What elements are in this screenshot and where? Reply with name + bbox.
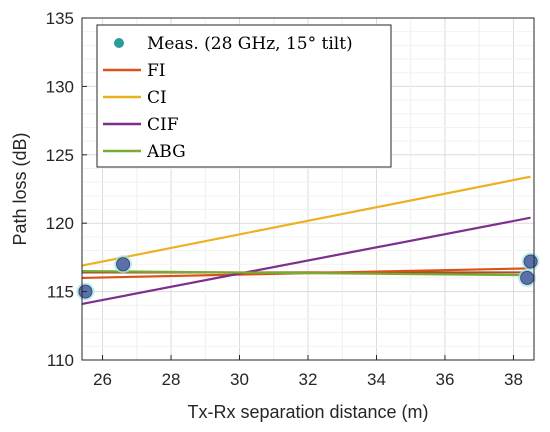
x-tick-label: 36 — [436, 370, 455, 389]
legend-marker — [114, 38, 124, 48]
x-tick-label: 26 — [93, 370, 112, 389]
y-tick-label: 125 — [46, 146, 74, 165]
measurement-point — [523, 254, 538, 269]
x-tick-label: 30 — [230, 370, 249, 389]
legend: Meas. (28 GHz, 15° tilt) FI CI CIF ABG — [96, 24, 392, 168]
x-tick-label: 28 — [162, 370, 181, 389]
x-tick-label: 32 — [299, 370, 318, 389]
series-line-ci — [81, 175, 531, 267]
legend-label: Meas. (28 GHz, 15° tilt) — [147, 34, 353, 54]
series-line-cif — [81, 216, 531, 305]
y-tick-label: 110 — [47, 351, 74, 370]
legend-label: CIF — [147, 115, 179, 135]
y-tick-label: 130 — [46, 77, 74, 96]
legend-box — [96, 24, 392, 168]
y-tick-label: 120 — [46, 214, 74, 233]
legend-label: CI — [147, 88, 167, 108]
legend-label: FI — [147, 61, 166, 81]
y-tick-label: 135 — [46, 9, 74, 28]
x-tick-label: 34 — [367, 370, 386, 389]
x-axis-label: Tx-Rx separation distance (m) — [187, 402, 428, 422]
measurement-point — [116, 257, 131, 272]
y-axis-label: Path loss (dB) — [10, 132, 30, 245]
series-line-abg — [81, 269, 531, 277]
measurement-point — [520, 270, 535, 285]
series-lines — [81, 175, 531, 305]
legend-label: ABG — [146, 142, 186, 162]
tick-labels: 26 28 30 32 34 36 38 110 115 120 125 130 135 — [46, 9, 523, 389]
y-tick-label: 115 — [47, 283, 74, 302]
x-tick-label: 38 — [504, 370, 523, 389]
